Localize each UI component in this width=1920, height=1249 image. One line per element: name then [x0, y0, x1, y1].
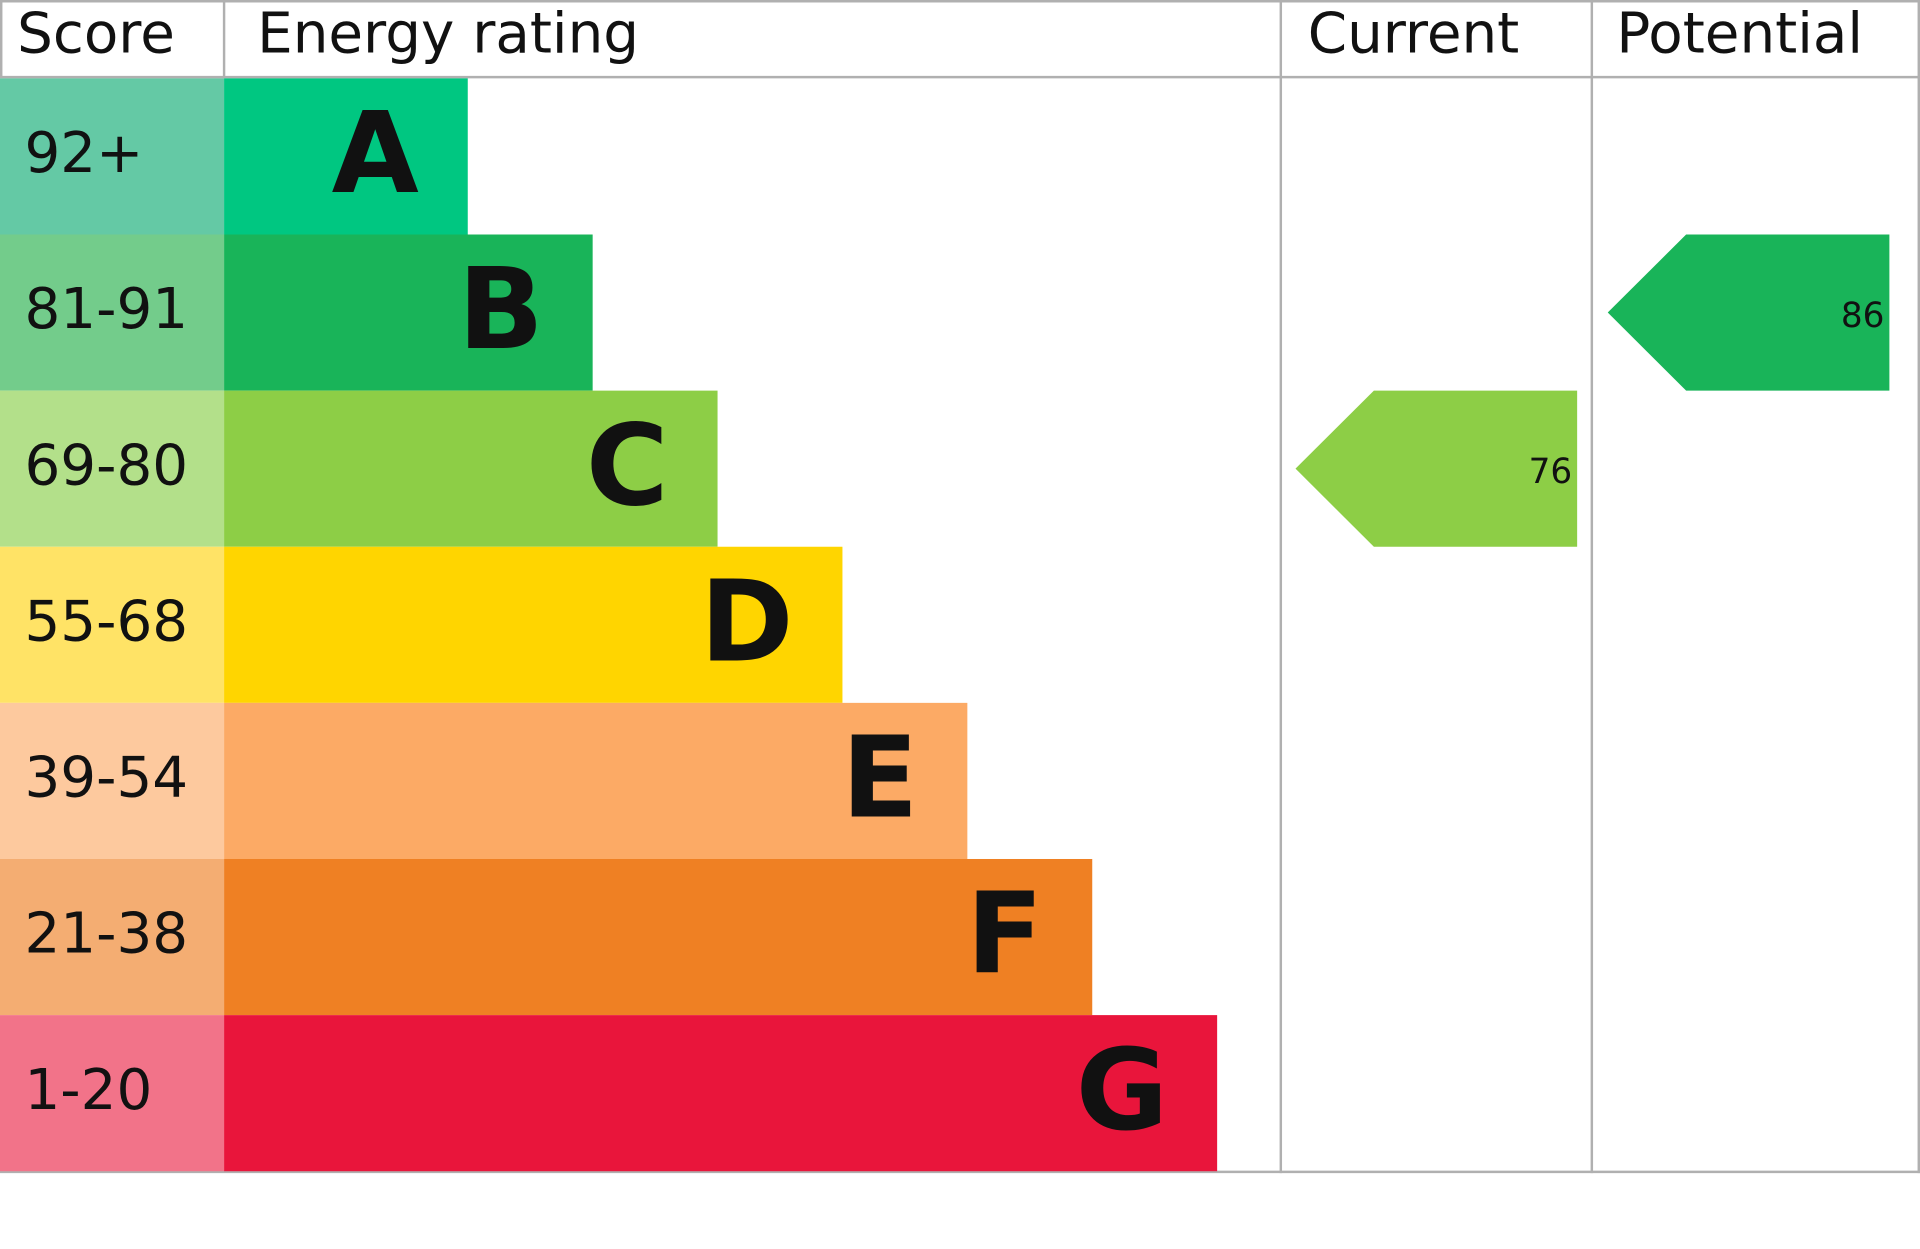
rating-letter: A	[332, 87, 419, 219]
score-cell	[0, 702, 225, 859]
score-cell	[0, 390, 225, 547]
score-cell	[0, 546, 225, 703]
rating-bar	[224, 234, 593, 391]
rating-bar	[224, 546, 843, 703]
rating-bar	[224, 390, 718, 547]
score-label: 92+	[24, 121, 143, 186]
score-label: 21-38	[24, 902, 188, 967]
score-label: 55-68	[24, 589, 188, 654]
rating-bar	[224, 1015, 1218, 1172]
header: Score	[17, 1, 175, 66]
score-label: 81-91	[24, 277, 188, 342]
rating-bar	[224, 702, 968, 859]
rating-letter: F	[966, 868, 1043, 1000]
score-cell	[0, 78, 225, 235]
rating-letter: G	[1076, 1024, 1168, 1156]
header: Energy rating	[257, 1, 639, 66]
score-cell	[0, 1015, 225, 1172]
score-cell	[0, 858, 225, 1016]
score-cell	[0, 234, 225, 391]
rating-letter: D	[700, 555, 794, 687]
header: Potential	[1616, 1, 1863, 66]
rating-letter: B	[458, 243, 544, 375]
score-label: 39-54	[24, 746, 188, 811]
rating-bar	[224, 78, 468, 235]
rating-arrow	[1607, 234, 1890, 391]
rating-value: 86	[1841, 296, 1885, 336]
rating-letter: E	[841, 712, 918, 844]
rating-arrow	[1295, 390, 1578, 547]
rating-bar	[224, 858, 1093, 1016]
rating-value: 76	[1529, 452, 1573, 492]
score-label: 69-80	[24, 433, 188, 498]
score-label: 1-20	[24, 1058, 152, 1123]
header: Current	[1308, 1, 1520, 66]
rating-letter: C	[586, 399, 669, 531]
